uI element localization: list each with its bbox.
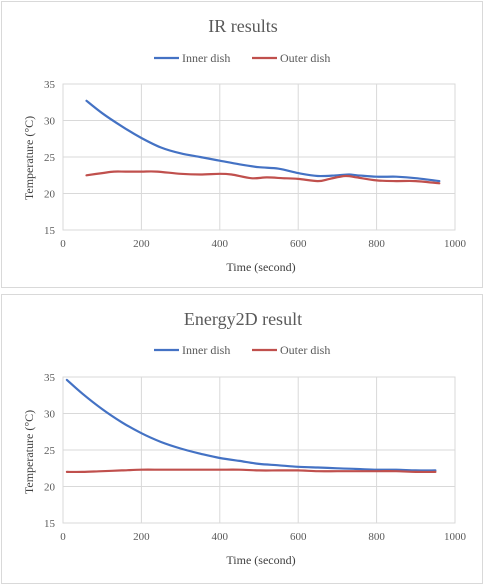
chart-title: Energy2D result — [184, 309, 302, 329]
x-tick-label: 1000 — [444, 238, 467, 250]
x-tick-label: 0 — [60, 238, 66, 250]
x-axis-title: Time (second) — [226, 553, 295, 567]
series-line-inner-dish — [85, 99, 441, 183]
y-tick-label: 25 — [44, 445, 56, 457]
legend-label-outer-dish: Outer dish — [280, 343, 330, 357]
x-tick-label: 800 — [368, 238, 385, 250]
y-tick-label: 30 — [44, 116, 56, 128]
y-tick-label: 35 — [44, 372, 56, 384]
x-tick-label: 400 — [212, 238, 229, 250]
x-tick-label: 0 — [60, 531, 66, 543]
y-tick-label: 20 — [44, 189, 56, 201]
x-tick-label: 600 — [290, 531, 307, 543]
plot-frame — [62, 83, 456, 231]
energy2d-result-chart: Energy2D result Inner dish Outer dish Ti… — [1, 294, 483, 584]
legend-label-inner-dish: Inner dish — [182, 51, 230, 65]
energy2d-result-chart-svg: Energy2D result Inner dish Outer dish Ti… — [22, 309, 467, 567]
x-axis-title: Time (second) — [226, 260, 295, 274]
y-axis-title: Temperature (°C) — [22, 410, 36, 494]
plot-area: 15 20 25 30 35 0 200 400 600 800 1000 — [44, 79, 467, 250]
plot-frame — [62, 376, 456, 524]
x-tick-label: 200 — [133, 531, 150, 543]
y-tick-label: 25 — [44, 152, 56, 164]
y-tick-label: 15 — [44, 518, 56, 530]
legend-label-inner-dish: Inner dish — [182, 343, 230, 357]
ir-results-chart-svg: IR results Inner dish Outer dish Time (s… — [22, 16, 467, 274]
ir-results-chart: IR results Inner dish Outer dish Time (s… — [1, 1, 483, 288]
series-line-inner-dish — [65, 378, 437, 472]
series-line-outer-dish — [65, 468, 437, 474]
legend-label-outer-dish: Outer dish — [280, 51, 330, 65]
x-tick-label: 200 — [133, 238, 150, 250]
y-tick-label: 20 — [44, 482, 56, 494]
y-tick-label: 15 — [44, 225, 56, 237]
x-tick-label: 400 — [212, 531, 229, 543]
x-tick-label: 1000 — [444, 531, 467, 543]
series-line-outer-dish — [85, 170, 441, 185]
x-tick-label: 800 — [368, 531, 385, 543]
plot-area: 15 20 25 30 35 0 200 400 600 800 1000 — [44, 372, 467, 543]
y-tick-label: 35 — [44, 79, 56, 91]
chart-title: IR results — [208, 16, 278, 36]
x-tick-label: 600 — [290, 238, 307, 250]
y-tick-label: 30 — [44, 409, 56, 421]
y-axis-title: Temperature (°C) — [22, 116, 36, 200]
